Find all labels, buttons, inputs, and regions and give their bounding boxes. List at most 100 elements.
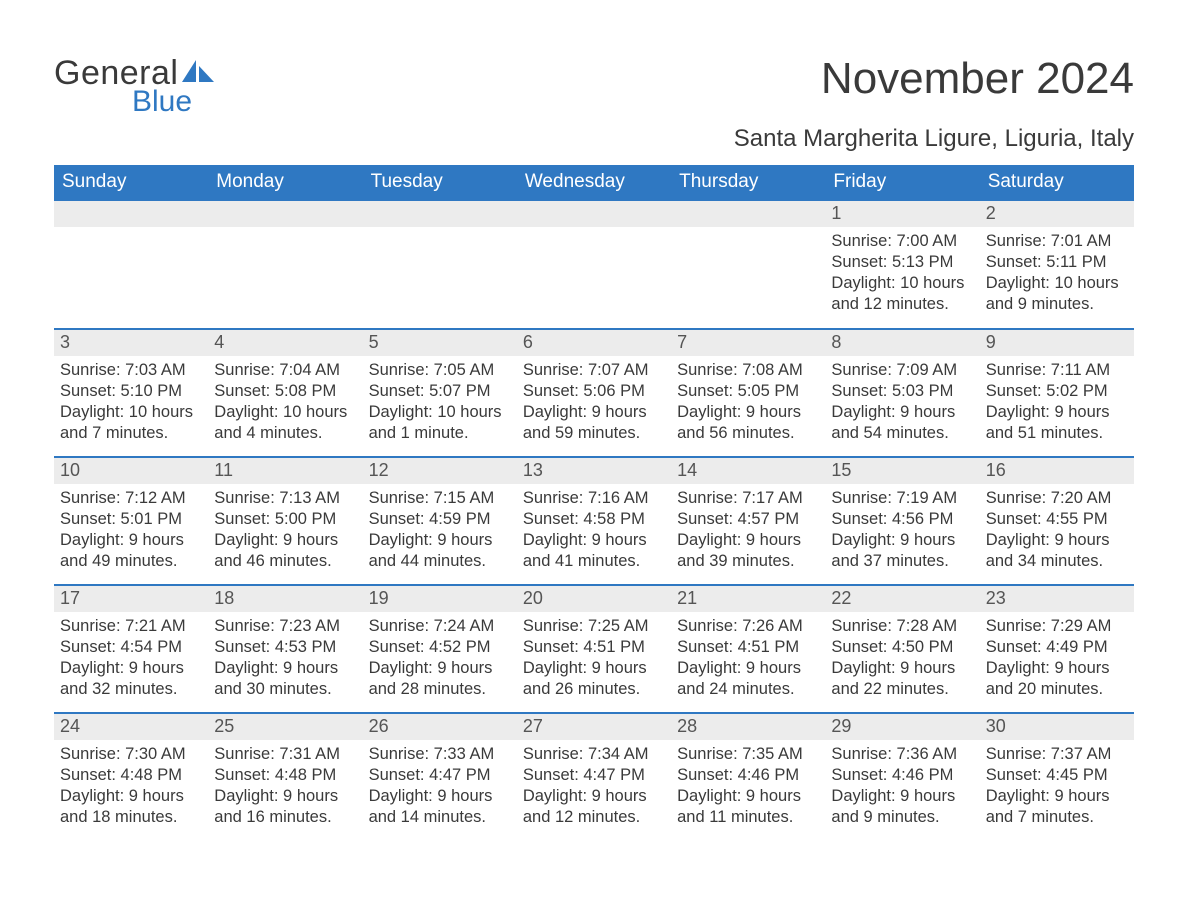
day-details: Sunrise: 7:15 AMSunset: 4:59 PMDaylight:… xyxy=(363,484,517,572)
calendar-cell: 14Sunrise: 7:17 AMSunset: 4:57 PMDayligh… xyxy=(671,457,825,585)
sunset-line: Sunset: 5:13 PM xyxy=(831,252,973,273)
day-number: 1 xyxy=(825,201,979,227)
sunset-line: Sunset: 4:55 PM xyxy=(986,509,1128,530)
daylight-line: Daylight: 10 hours and 7 minutes. xyxy=(60,402,202,444)
calendar-cell: 5Sunrise: 7:05 AMSunset: 5:07 PMDaylight… xyxy=(363,329,517,457)
day-details: Sunrise: 7:17 AMSunset: 4:57 PMDaylight:… xyxy=(671,484,825,572)
daylight-line: Daylight: 9 hours and 22 minutes. xyxy=(831,658,973,700)
sunrise-line: Sunrise: 7:25 AM xyxy=(523,616,665,637)
sunrise-line: Sunrise: 7:21 AM xyxy=(60,616,202,637)
day-number: 9 xyxy=(980,330,1134,356)
day-details: Sunrise: 7:00 AMSunset: 5:13 PMDaylight:… xyxy=(825,227,979,315)
day-details: Sunrise: 7:16 AMSunset: 4:58 PMDaylight:… xyxy=(517,484,671,572)
day-details: Sunrise: 7:29 AMSunset: 4:49 PMDaylight:… xyxy=(980,612,1134,700)
sunset-line: Sunset: 5:11 PM xyxy=(986,252,1128,273)
calendar-cell: 13Sunrise: 7:16 AMSunset: 4:58 PMDayligh… xyxy=(517,457,671,585)
sunset-line: Sunset: 5:07 PM xyxy=(369,381,511,402)
sunrise-line: Sunrise: 7:31 AM xyxy=(214,744,356,765)
calendar-table: Sunday Monday Tuesday Wednesday Thursday… xyxy=(54,165,1134,841)
daylight-line: Daylight: 9 hours and 59 minutes. xyxy=(523,402,665,444)
calendar-cell: 23Sunrise: 7:29 AMSunset: 4:49 PMDayligh… xyxy=(980,585,1134,713)
day-number: 13 xyxy=(517,458,671,484)
col-friday: Friday xyxy=(825,165,979,201)
daylight-line: Daylight: 9 hours and 41 minutes. xyxy=(523,530,665,572)
sunset-line: Sunset: 4:56 PM xyxy=(831,509,973,530)
day-details: Sunrise: 7:36 AMSunset: 4:46 PMDaylight:… xyxy=(825,740,979,828)
day-number: 25 xyxy=(208,714,362,740)
day-details: Sunrise: 7:28 AMSunset: 4:50 PMDaylight:… xyxy=(825,612,979,700)
calendar-cell: 6Sunrise: 7:07 AMSunset: 5:06 PMDaylight… xyxy=(517,329,671,457)
daylight-line: Daylight: 9 hours and 34 minutes. xyxy=(986,530,1128,572)
calendar-cell: 15Sunrise: 7:19 AMSunset: 4:56 PMDayligh… xyxy=(825,457,979,585)
day-details: Sunrise: 7:25 AMSunset: 4:51 PMDaylight:… xyxy=(517,612,671,700)
sunset-line: Sunset: 4:46 PM xyxy=(677,765,819,786)
sunset-line: Sunset: 4:47 PM xyxy=(369,765,511,786)
day-number: 7 xyxy=(671,330,825,356)
page-title: November 2024 xyxy=(821,54,1134,104)
sunrise-line: Sunrise: 7:07 AM xyxy=(523,360,665,381)
sunset-line: Sunset: 4:57 PM xyxy=(677,509,819,530)
sunrise-line: Sunrise: 7:08 AM xyxy=(677,360,819,381)
day-number: 21 xyxy=(671,586,825,612)
sunrise-line: Sunrise: 7:03 AM xyxy=(60,360,202,381)
sunrise-line: Sunrise: 7:33 AM xyxy=(369,744,511,765)
weekday-header-row: Sunday Monday Tuesday Wednesday Thursday… xyxy=(54,165,1134,201)
day-details: Sunrise: 7:07 AMSunset: 5:06 PMDaylight:… xyxy=(517,356,671,444)
sunrise-line: Sunrise: 7:15 AM xyxy=(369,488,511,509)
daylight-line: Daylight: 10 hours and 4 minutes. xyxy=(214,402,356,444)
sunrise-line: Sunrise: 7:28 AM xyxy=(831,616,973,637)
sunset-line: Sunset: 4:50 PM xyxy=(831,637,973,658)
daylight-line: Daylight: 9 hours and 14 minutes. xyxy=(369,786,511,828)
day-details: Sunrise: 7:31 AMSunset: 4:48 PMDaylight:… xyxy=(208,740,362,828)
daylight-line: Daylight: 9 hours and 28 minutes. xyxy=(369,658,511,700)
day-details: Sunrise: 7:11 AMSunset: 5:02 PMDaylight:… xyxy=(980,356,1134,444)
day-details: Sunrise: 7:01 AMSunset: 5:11 PMDaylight:… xyxy=(980,227,1134,315)
calendar-cell: 1Sunrise: 7:00 AMSunset: 5:13 PMDaylight… xyxy=(825,201,979,329)
sunrise-line: Sunrise: 7:24 AM xyxy=(369,616,511,637)
day-number: 3 xyxy=(54,330,208,356)
day-number: 6 xyxy=(517,330,671,356)
day-number: 28 xyxy=(671,714,825,740)
daylight-line: Daylight: 9 hours and 20 minutes. xyxy=(986,658,1128,700)
sunset-line: Sunset: 4:59 PM xyxy=(369,509,511,530)
sunset-line: Sunset: 4:53 PM xyxy=(214,637,356,658)
day-details: Sunrise: 7:05 AMSunset: 5:07 PMDaylight:… xyxy=(363,356,517,444)
calendar-cell: 25Sunrise: 7:31 AMSunset: 4:48 PMDayligh… xyxy=(208,713,362,841)
sunset-line: Sunset: 4:45 PM xyxy=(986,765,1128,786)
calendar-cell: 20Sunrise: 7:25 AMSunset: 4:51 PMDayligh… xyxy=(517,585,671,713)
daylight-line: Daylight: 9 hours and 12 minutes. xyxy=(523,786,665,828)
daylight-line: Daylight: 9 hours and 56 minutes. xyxy=(677,402,819,444)
daylight-line: Daylight: 9 hours and 11 minutes. xyxy=(677,786,819,828)
day-number: 19 xyxy=(363,586,517,612)
sunset-line: Sunset: 4:48 PM xyxy=(60,765,202,786)
sunrise-line: Sunrise: 7:20 AM xyxy=(986,488,1128,509)
day-number: 22 xyxy=(825,586,979,612)
sunset-line: Sunset: 4:58 PM xyxy=(523,509,665,530)
empty-day-bar xyxy=(671,201,825,227)
sunrise-line: Sunrise: 7:30 AM xyxy=(60,744,202,765)
daylight-line: Daylight: 9 hours and 49 minutes. xyxy=(60,530,202,572)
calendar-cell: 27Sunrise: 7:34 AMSunset: 4:47 PMDayligh… xyxy=(517,713,671,841)
sunrise-line: Sunrise: 7:05 AM xyxy=(369,360,511,381)
calendar-cell: 18Sunrise: 7:23 AMSunset: 4:53 PMDayligh… xyxy=(208,585,362,713)
daylight-line: Daylight: 9 hours and 7 minutes. xyxy=(986,786,1128,828)
calendar-week-row: 3Sunrise: 7:03 AMSunset: 5:10 PMDaylight… xyxy=(54,329,1134,457)
calendar-cell: 30Sunrise: 7:37 AMSunset: 4:45 PMDayligh… xyxy=(980,713,1134,841)
sunrise-line: Sunrise: 7:26 AM xyxy=(677,616,819,637)
day-details: Sunrise: 7:03 AMSunset: 5:10 PMDaylight:… xyxy=(54,356,208,444)
calendar-cell: 17Sunrise: 7:21 AMSunset: 4:54 PMDayligh… xyxy=(54,585,208,713)
calendar-cell: 7Sunrise: 7:08 AMSunset: 5:05 PMDaylight… xyxy=(671,329,825,457)
calendar-cell: 12Sunrise: 7:15 AMSunset: 4:59 PMDayligh… xyxy=(363,457,517,585)
empty-day-bar xyxy=(363,201,517,227)
calendar-cell: 24Sunrise: 7:30 AMSunset: 4:48 PMDayligh… xyxy=(54,713,208,841)
sunrise-line: Sunrise: 7:34 AM xyxy=(523,744,665,765)
calendar-cell xyxy=(54,201,208,329)
calendar-week-row: 10Sunrise: 7:12 AMSunset: 5:01 PMDayligh… xyxy=(54,457,1134,585)
day-details: Sunrise: 7:04 AMSunset: 5:08 PMDaylight:… xyxy=(208,356,362,444)
col-tuesday: Tuesday xyxy=(363,165,517,201)
location-subtitle: Santa Margherita Ligure, Liguria, Italy xyxy=(54,125,1134,153)
calendar-cell: 22Sunrise: 7:28 AMSunset: 4:50 PMDayligh… xyxy=(825,585,979,713)
day-details: Sunrise: 7:08 AMSunset: 5:05 PMDaylight:… xyxy=(671,356,825,444)
calendar-cell: 3Sunrise: 7:03 AMSunset: 5:10 PMDaylight… xyxy=(54,329,208,457)
daylight-line: Daylight: 9 hours and 16 minutes. xyxy=(214,786,356,828)
